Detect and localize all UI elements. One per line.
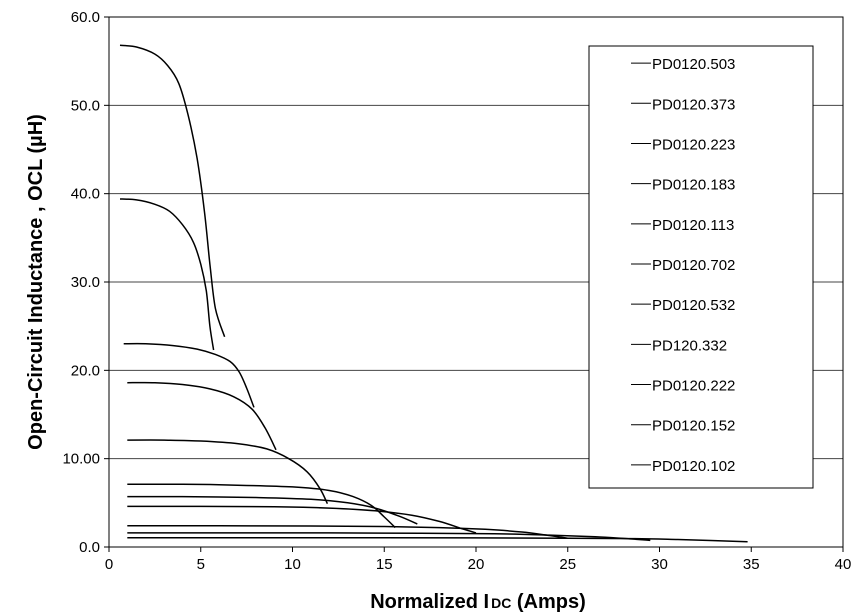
x-axis-title-tail: (Amps) — [511, 591, 585, 613]
series-line-PD0120.503 — [119, 44, 226, 338]
legend-item: PD0120.702 — [631, 257, 735, 274]
series-line-PD0120.183 — [127, 381, 277, 451]
x-axis-ticks: 0 5 10 15 20 25 30 35 40 — [105, 547, 852, 573]
series-line-PD120.332 — [127, 505, 477, 534]
x-tick-label: 10 — [284, 556, 301, 573]
series-line-PD0120.113 — [127, 439, 329, 505]
legend: PD0120.503 PD0120.373 PD0120.223 PD0120.183… — [588, 45, 814, 489]
series-lines — [119, 44, 748, 543]
legend-label: PD0120.113 — [652, 217, 734, 234]
series-line-PD0120.222 — [127, 525, 568, 539]
legend-item: PD0120.532 — [631, 297, 735, 314]
x-axis-title-main: Normalized I — [370, 591, 489, 613]
x-axis-title-subscript: DC — [491, 595, 511, 611]
legend-label: PD120.332 — [652, 337, 727, 354]
y-tick-label: 50.0 — [71, 97, 100, 114]
y-tick-label: 30.0 — [71, 274, 100, 291]
legend-label: PD0120.102 — [652, 458, 735, 475]
legend-item: PD0120.183 — [631, 177, 735, 194]
y-tick-label: 10.00 — [62, 451, 100, 468]
legend-label: PD0120.152 — [652, 418, 735, 435]
x-tick-label: 40 — [835, 556, 852, 573]
legend-label: PD0120.532 — [652, 297, 735, 314]
y-tick-label: 0.0 — [79, 539, 100, 556]
x-tick-label: 35 — [743, 556, 760, 573]
x-tick-label: 30 — [651, 556, 668, 573]
legend-item: PD0120.222 — [631, 378, 735, 395]
legend-label: PD0120.702 — [652, 257, 735, 274]
series-line-PD0120.152 — [127, 532, 651, 542]
x-tick-label: 20 — [468, 556, 485, 573]
legend-box — [588, 45, 814, 489]
legend-item: PD0120.102 — [631, 458, 735, 475]
legend-item: PD0120.113 — [631, 217, 734, 234]
series-line-PD0120.102 — [127, 536, 748, 543]
legend-item: PD0120.373 — [631, 96, 735, 113]
x-axis-title: Normalized I DC (Amps) — [370, 591, 586, 613]
series-line-PD0120.223 — [123, 342, 255, 408]
legend-label: PD0120.183 — [652, 177, 735, 194]
legend-item: PD0120.503 — [631, 56, 735, 73]
y-tick-label: 60.0 — [71, 9, 100, 26]
legend-label: PD0120.222 — [652, 378, 735, 395]
legend-label: PD0120.503 — [652, 56, 735, 73]
y-axis-title: Open-Circuit Inductance , OCL (µH) — [25, 114, 47, 450]
y-axis-ticks: 0.0 10.00 20.0 30.0 40.0 50.0 60.0 — [62, 9, 109, 556]
x-tick-label: 15 — [376, 556, 393, 573]
legend-item: PD0120.223 — [631, 136, 735, 153]
legend-item: PD120.332 — [631, 337, 727, 354]
legend-label: PD0120.373 — [652, 96, 735, 113]
x-tick-label: 5 — [197, 556, 205, 573]
series-line-PD0120.702 — [127, 483, 396, 529]
legend-label: PD0120.223 — [652, 136, 735, 153]
x-tick-label: 25 — [559, 556, 576, 573]
series-line-PD0120.532 — [127, 495, 418, 525]
legend-items: PD0120.503 PD0120.373 PD0120.223 PD0120.183… — [631, 56, 735, 475]
legend-item: PD0120.152 — [631, 418, 735, 435]
x-tick-label: 0 — [105, 556, 113, 573]
y-tick-label: 20.0 — [71, 362, 100, 379]
series-line-PD0120.373 — [119, 198, 215, 351]
y-tick-label: 40.0 — [71, 186, 100, 203]
